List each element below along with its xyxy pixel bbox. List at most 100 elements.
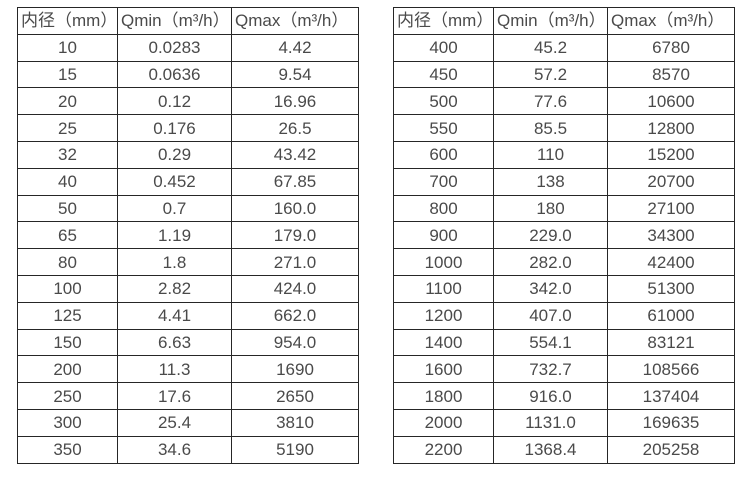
qmax-cell: 5190 (231, 435, 359, 464)
table-row: 1400 554.1 83121 (393, 328, 735, 357)
table-row: 1100 342.0 51300 (393, 274, 735, 303)
qmax-cell: 2650 (231, 382, 359, 410)
qmin-cell: 1131.0 (493, 408, 608, 437)
qmax-cell: 10600 (607, 87, 735, 116)
qmin-cell: 1368.4 (493, 435, 608, 464)
diameter-cell: 32 (17, 140, 118, 169)
qmin-cell: 342.0 (493, 274, 608, 303)
qmin-cell: 138 (493, 167, 608, 196)
qmin-cell: 0.12 (117, 87, 232, 116)
diameter-cell: 400 (393, 33, 494, 62)
qmax-cell: 9.54 (231, 60, 359, 89)
table-row: 125 4.41 662.0 (17, 301, 359, 330)
table-row: 900 229.0 34300 (393, 221, 735, 250)
diameter-cell: 150 (17, 328, 118, 357)
qmax-cell: 12800 (607, 114, 735, 142)
qmax-cell: 179.0 (231, 221, 359, 250)
diameter-cell: 2200 (393, 435, 494, 464)
qmax-cell: 67.85 (231, 167, 359, 196)
qmin-cell: 0.29 (117, 140, 232, 169)
table-row: 2000 1131.0 169635 (393, 408, 735, 437)
qmin-cell: 77.6 (493, 87, 608, 116)
table-header: 内径（mm） Qmin（m³/h） Qmax（m³/h） (17, 7, 359, 35)
table-row: 1800 916.0 137404 (393, 382, 735, 410)
qmax-cell: 662.0 (231, 301, 359, 330)
qmin-cell: 0.0283 (117, 33, 232, 62)
diameter-cell: 2000 (393, 408, 494, 437)
table-row: 2200 1368.4 205258 (393, 435, 735, 464)
qmin-cell: 57.2 (493, 60, 608, 89)
diameter-cell: 50 (17, 194, 118, 223)
small-diameter-flow-table: 内径（mm） Qmin（m³/h） Qmax（m³/h） 10 0.0283 4.42 1… (17, 7, 359, 464)
qmax-cell: 26.5 (231, 114, 359, 142)
qmin-column-header: Qmin（m³/h） (493, 7, 608, 35)
qmin-cell: 1.8 (117, 248, 232, 276)
diameter-cell: 550 (393, 114, 494, 142)
qmin-cell: 732.7 (493, 355, 608, 384)
diameter-cell: 10 (17, 33, 118, 62)
qmax-cell: 4.42 (231, 33, 359, 62)
table-row: 1200 407.0 61000 (393, 301, 735, 330)
table-row: 20 0.12 16.96 (17, 87, 359, 116)
table-row: 10 0.0283 4.42 (17, 33, 359, 62)
large-diameter-flow-table: 内径（mm） Qmin（m³/h） Qmax（m³/h） 400 45.2 6780 45… (393, 7, 735, 464)
qmin-cell: 45.2 (493, 33, 608, 62)
table-row: 65 1.19 179.0 (17, 221, 359, 250)
qmax-cell: 42400 (607, 248, 735, 276)
table-row: 1600 732.7 108566 (393, 355, 735, 384)
table-row: 800 180 27100 (393, 194, 735, 223)
qmax-cell: 27100 (607, 194, 735, 223)
table-row: 250 17.6 2650 (17, 382, 359, 410)
qmax-column-header: Qmax（m³/h） (607, 7, 735, 35)
header-row: 内径（mm） Qmin（m³/h） Qmax（m³/h） (17, 7, 359, 35)
qmin-cell: 4.41 (117, 301, 232, 330)
diameter-cell: 800 (393, 194, 494, 223)
table-row: 15 0.0636 9.54 (17, 60, 359, 89)
qmin-cell: 282.0 (493, 248, 608, 276)
diameter-cell: 20 (17, 87, 118, 116)
diameter-cell: 15 (17, 60, 118, 89)
qmax-column-header: Qmax（m³/h） (231, 7, 359, 35)
diameter-column-header: 内径（mm） (393, 7, 494, 35)
header-row: 内径（mm） Qmin（m³/h） Qmax（m³/h） (393, 7, 735, 35)
table-row: 32 0.29 43.42 (17, 140, 359, 169)
diameter-cell: 1000 (393, 248, 494, 276)
qmin-cell: 0.0636 (117, 60, 232, 89)
qmin-cell: 0.7 (117, 194, 232, 223)
qmax-cell: 8570 (607, 60, 735, 89)
table-header: 内径（mm） Qmin（m³/h） Qmax（m³/h） (393, 7, 735, 35)
table-row: 40 0.452 67.85 (17, 167, 359, 196)
qmax-cell: 954.0 (231, 328, 359, 357)
table-row: 50 0.7 160.0 (17, 194, 359, 223)
diameter-cell: 1400 (393, 328, 494, 357)
diameter-cell: 1600 (393, 355, 494, 384)
table-row: 150 6.63 954.0 (17, 328, 359, 357)
qmax-cell: 15200 (607, 140, 735, 169)
qmin-cell: 229.0 (493, 221, 608, 250)
qmin-column-header: Qmin（m³/h） (117, 7, 232, 35)
qmin-cell: 85.5 (493, 114, 608, 142)
diameter-cell: 1200 (393, 301, 494, 330)
qmax-cell: 271.0 (231, 248, 359, 276)
qmin-cell: 180 (493, 194, 608, 223)
table-row: 550 85.5 12800 (393, 114, 735, 142)
diameter-cell: 25 (17, 114, 118, 142)
table-row: 300 25.4 3810 (17, 408, 359, 437)
qmax-cell: 34300 (607, 221, 735, 250)
diameter-cell: 700 (393, 167, 494, 196)
qmin-cell: 0.452 (117, 167, 232, 196)
diameter-cell: 350 (17, 435, 118, 464)
diameter-cell: 600 (393, 140, 494, 169)
qmax-cell: 160.0 (231, 194, 359, 223)
qmax-cell: 1690 (231, 355, 359, 384)
table-row: 450 57.2 8570 (393, 60, 735, 89)
qmax-cell: 61000 (607, 301, 735, 330)
qmin-cell: 1.19 (117, 221, 232, 250)
diameter-cell: 300 (17, 408, 118, 437)
diameter-cell: 65 (17, 221, 118, 250)
qmin-cell: 0.176 (117, 114, 232, 142)
qmin-cell: 916.0 (493, 382, 608, 410)
table-row: 25 0.176 26.5 (17, 114, 359, 142)
qmin-cell: 6.63 (117, 328, 232, 357)
diameter-cell: 1100 (393, 274, 494, 303)
